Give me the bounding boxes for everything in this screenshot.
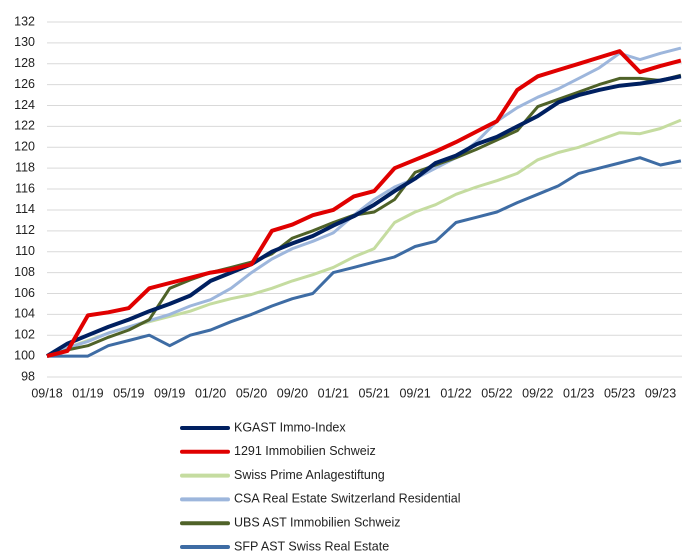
y-tick-label: 104 xyxy=(14,307,35,321)
x-tick-label: 09/18 xyxy=(31,386,62,400)
x-tick-label: 01/20 xyxy=(195,386,226,400)
x-tick-label: 05/19 xyxy=(113,386,144,400)
y-tick-label: 118 xyxy=(15,160,35,174)
legend-label: CSA Real Estate Switzerland Residential xyxy=(234,492,461,506)
x-tick-label: 09/23 xyxy=(645,386,676,400)
x-tick-label: 05/20 xyxy=(236,386,267,400)
x-tick-label: 09/20 xyxy=(277,386,308,400)
x-tick-label: 01/22 xyxy=(440,386,471,400)
y-tick-label: 112 xyxy=(15,223,35,237)
x-tick-label: 09/19 xyxy=(154,386,185,400)
y-tick-label: 124 xyxy=(14,98,35,112)
legend-label: SFP AST Swiss Real Estate xyxy=(234,539,389,552)
series-line xyxy=(46,118,682,358)
y-tick-label: 110 xyxy=(15,244,35,258)
y-tick-label: 116 xyxy=(15,181,35,195)
legend-label: Swiss Prime Anlagestiftung xyxy=(234,468,385,482)
legend-label: 1291 Immobilien Schweiz xyxy=(234,444,376,458)
y-tick-label: 102 xyxy=(14,328,35,342)
y-tick-label: 106 xyxy=(14,286,35,300)
legend-label: UBS AST Immobilien Schweiz xyxy=(234,515,401,529)
y-tick-label: 100 xyxy=(14,348,35,362)
y-tick-label: 108 xyxy=(14,265,35,279)
legend-label: KGAST Immo-Index xyxy=(234,420,346,434)
x-tick-label: 01/19 xyxy=(72,386,103,400)
y-tick-label: 98 xyxy=(21,369,35,383)
series-line xyxy=(46,49,682,359)
series-line xyxy=(46,46,682,358)
series-line xyxy=(46,73,682,358)
y-tick-label: 128 xyxy=(14,56,35,70)
x-tick-label: 09/21 xyxy=(399,386,430,400)
x-tick-label: 09/22 xyxy=(522,386,553,400)
series-line xyxy=(47,156,682,358)
y-tick-label: 120 xyxy=(14,140,35,154)
y-tick-label: 132 xyxy=(14,14,35,28)
x-tick-label: 05/23 xyxy=(604,386,635,400)
x-tick-label: 05/22 xyxy=(481,386,512,400)
y-tick-label: 122 xyxy=(14,119,35,133)
x-tick-label: 01/21 xyxy=(318,386,349,400)
y-tick-label: 126 xyxy=(14,77,35,91)
x-tick-label: 05/21 xyxy=(359,386,390,400)
y-tick-label: 114 xyxy=(15,202,35,216)
series-line xyxy=(45,74,682,358)
x-tick-label: 01/23 xyxy=(563,386,594,400)
y-tick-label: 130 xyxy=(14,35,35,49)
